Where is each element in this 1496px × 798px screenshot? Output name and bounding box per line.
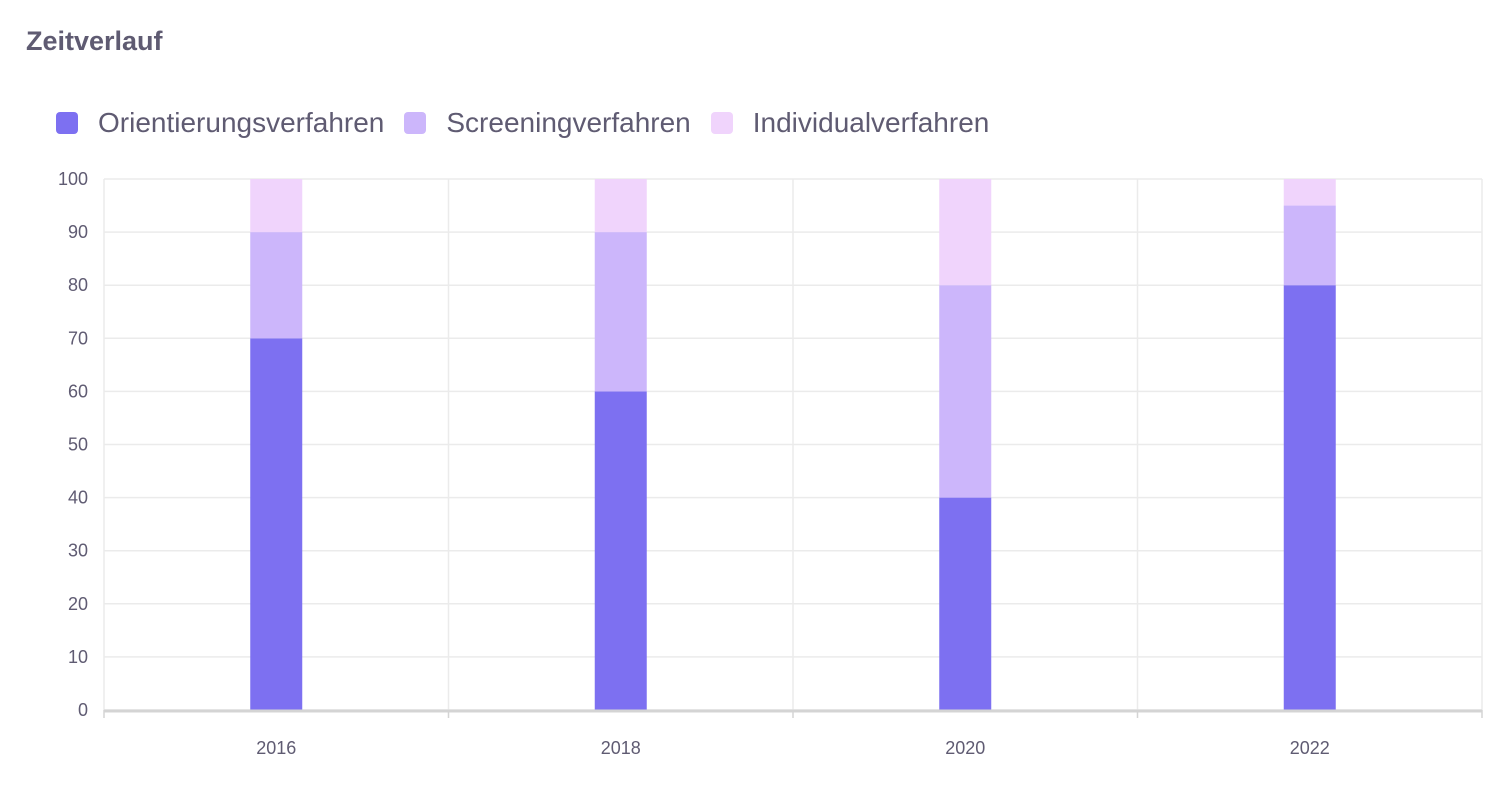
legend-label-individualverfahren: Individualverfahren <box>752 107 990 138</box>
chart-grid <box>103 178 1483 711</box>
x-tick-label-2022: 2022 <box>1290 738 1330 758</box>
bar-2020-individualverfahren[interactable] <box>939 179 992 286</box>
y-tick-label-20: 20 <box>68 594 88 614</box>
x-tick-label-2020: 2020 <box>945 738 985 758</box>
y-tick-label-0: 0 <box>78 700 88 720</box>
legend-label-screeningverfahren: Screeningverfahren <box>446 107 691 138</box>
y-tick-label-30: 30 <box>68 541 88 561</box>
bar-2016-individualverfahren[interactable] <box>250 179 303 233</box>
bar-2018-screeningverfahren[interactable] <box>594 232 647 392</box>
bar-2022-individualverfahren[interactable] <box>1283 179 1336 206</box>
chart-bars <box>250 179 1336 710</box>
legend-swatch-individualverfahren <box>710 112 733 134</box>
bar-2018-orientierungsverfahren[interactable] <box>594 391 647 710</box>
x-tick-label-2016: 2016 <box>256 738 296 758</box>
legend-swatch-orientierungsverfahren <box>56 112 78 134</box>
y-tick-label-40: 40 <box>68 488 88 508</box>
y-tick-label-50: 50 <box>68 435 88 455</box>
legend-item-orientierungsverfahren[interactable]: Orientierungsverfahren <box>56 107 384 139</box>
y-tick-label-90: 90 <box>68 222 88 242</box>
chart-title: Zeitverlauf <box>26 26 163 56</box>
bar-2020-screeningverfahren[interactable] <box>939 285 992 498</box>
y-tick-label-60: 60 <box>68 381 88 401</box>
legend-swatch-screeningverfahren <box>404 112 427 134</box>
legend-item-individualverfahren[interactable]: Individualverfahren <box>710 107 990 139</box>
bar-2018-individualverfahren[interactable] <box>594 179 647 233</box>
y-tick-label-100: 100 <box>58 169 88 189</box>
y-tick-label-10: 10 <box>68 647 88 667</box>
legend-label-orientierungsverfahren: Orientierungsverfahren <box>98 107 385 138</box>
bar-2016-screeningverfahren[interactable] <box>250 232 303 339</box>
legend-item-screeningverfahren[interactable]: Screeningverfahren <box>404 107 691 139</box>
bar-2020-orientierungsverfahren[interactable] <box>939 497 992 710</box>
x-tick-label-2018: 2018 <box>601 738 641 758</box>
bar-2022-screeningverfahren[interactable] <box>1283 205 1336 286</box>
chart-legend: Orientierungsverfahren Screeningverfahre… <box>56 106 1009 140</box>
chart-axes: 0 10 20 30 40 50 60 70 80 90 100 2016 2018 2020 2022 <box>58 169 1483 758</box>
bar-2016-orientierungsverfahren[interactable] <box>250 338 303 710</box>
bar-2022-orientierungsverfahren[interactable] <box>1283 285 1336 710</box>
y-tick-label-70: 70 <box>68 328 88 348</box>
y-tick-label-80: 80 <box>68 275 88 295</box>
